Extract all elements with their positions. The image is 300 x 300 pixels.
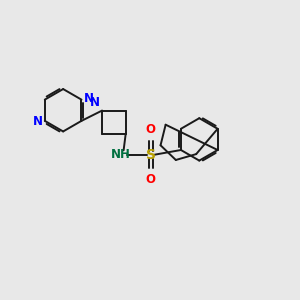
Text: N: N <box>90 96 100 109</box>
Text: NH: NH <box>111 148 131 161</box>
Text: S: S <box>146 148 156 162</box>
Text: N: N <box>33 115 43 128</box>
Text: O: O <box>146 173 156 186</box>
Text: N: N <box>84 92 94 105</box>
Text: O: O <box>146 124 156 136</box>
